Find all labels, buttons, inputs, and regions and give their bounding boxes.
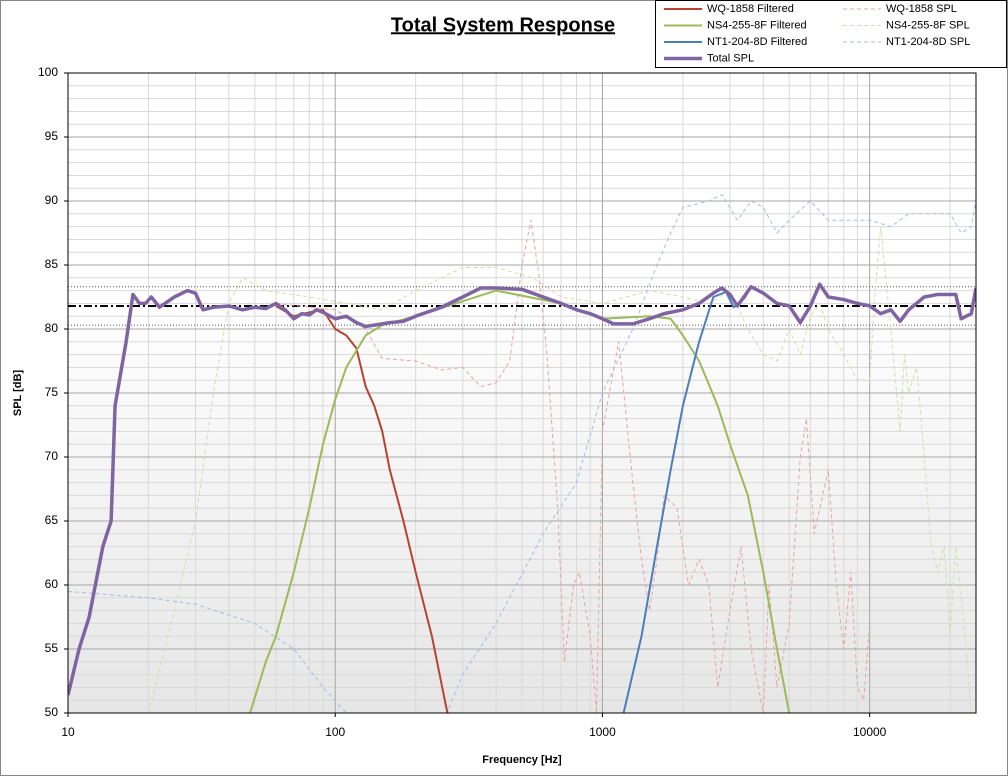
x-tick-label: 10000 xyxy=(853,725,887,739)
plot-frame xyxy=(67,72,977,714)
y-tick-label: 100 xyxy=(38,65,58,79)
y-tick-label: 95 xyxy=(45,129,59,143)
legend-label: WQ-1858 SPL xyxy=(886,3,957,15)
y-tick-label: 70 xyxy=(45,449,59,463)
series-group xyxy=(68,194,976,713)
legend-label: NT1-204-8D SPL xyxy=(886,36,970,48)
series-line xyxy=(68,194,976,713)
series-line xyxy=(147,226,972,713)
x-axis-label: Frequency [Hz] xyxy=(482,754,562,766)
legend: WQ-1858 Filtered NS4-255-8F Filtered NT1-2… xyxy=(655,0,1007,68)
series-line xyxy=(275,219,871,713)
y-tick-label: 85 xyxy=(45,257,59,271)
y-tick-label: 75 xyxy=(45,385,59,399)
series-line xyxy=(68,282,976,696)
legend-label: Total SPL xyxy=(707,52,754,64)
legend-label: NS4-255-8F Filtered xyxy=(707,19,807,31)
legend-label: NS4-255-8F SPL xyxy=(886,19,970,31)
y-tick-label: 80 xyxy=(45,321,59,335)
x-tick-label: 1000 xyxy=(589,725,616,739)
y-tick-label: 90 xyxy=(45,193,59,207)
y-tick-label: 65 xyxy=(45,513,59,527)
y-tick-label: 50 xyxy=(45,705,59,719)
y-tick-label: 55 xyxy=(45,641,59,655)
x-tick-label: 100 xyxy=(325,725,345,739)
legend-label: WQ-1858 Filtered xyxy=(707,3,794,15)
legend-label: NT1-204-8D Filtered xyxy=(707,36,807,48)
grid: 50 55 60 65 70 75 80 85 90 95 100 10 100 1000 10000 xyxy=(38,65,976,739)
y-axis-label: SPL [dB] xyxy=(12,370,24,417)
chart-title: Total System Response xyxy=(391,14,615,36)
y-tick-label: 60 xyxy=(45,577,59,591)
legend-box xyxy=(655,0,1007,68)
x-tick-label: 10 xyxy=(61,725,75,739)
